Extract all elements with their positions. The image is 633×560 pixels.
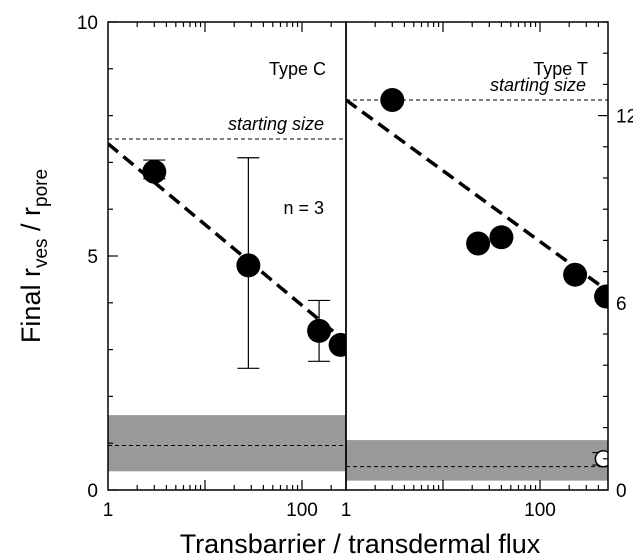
data-point-filled-t-0 [380,88,405,112]
data-point-filled-t-2 [489,225,514,250]
data-point-filled-c-0 [142,159,167,184]
y-axis-title-main: Final r [16,268,46,343]
band-type-t [346,440,608,481]
y-tick-label-right-12: 12 [616,107,633,128]
x-tick-label-right-100: 100 [524,500,556,521]
n-annotation: n = 3 [283,198,324,218]
data-point-filled-t-4 [594,284,608,309]
x-tick-label-left-100: 100 [286,500,318,521]
data-point-open-t-1 [617,452,633,468]
data-point-open-c-1 [376,421,392,437]
data-point-filled-c-3 [328,332,346,357]
data-point-filled-c-4 [358,338,382,362]
y-axis-title-sub-ves: ves [31,238,52,268]
y-axis-title-mid: / r [16,207,46,239]
data-point-open-c-2 [389,424,405,440]
fit-line-c [108,142,346,345]
band-type-c [108,415,346,472]
data-point-filled-c-1 [236,253,261,278]
data-type-t [346,88,633,470]
panel-type-t: starting size Type T [346,59,633,481]
data-point-filled-c-2 [307,318,332,343]
frame-type-t [345,21,609,491]
data-point-filled-t-1 [466,231,491,256]
y-axis-title: Final rves / rpore [16,169,52,343]
data-point-open-t-0 [594,450,608,468]
y-tick-label-left-10: 10 [77,13,98,34]
y-tick-label-right-6: 6 [616,294,627,315]
data-point-open-t-2 [627,454,633,470]
starting-size-label-type-c: starting size [228,114,324,134]
plot-area-c [108,142,405,440]
plot-area-t [346,88,633,470]
x-tick-label-right-1: 1 [341,500,352,521]
starting-size-label-type-t: starting size [490,75,586,95]
data-type-c [108,142,405,440]
y-tick-label-right-0: 0 [616,481,627,502]
fit-line-t [346,98,608,294]
y-tick-label-left-0: 0 [87,481,98,502]
panel-label-type-c: Type C [269,59,326,79]
y-axis-title-sub-pore: pore [31,169,52,207]
axis-ticks [108,21,608,491]
panel-label-type-t: Type T [533,59,588,79]
y-tick-label-left-5: 5 [87,247,98,268]
x-axis-title: Transbarrier / transdermal flux [180,529,541,559]
panel-type-c: starting size Type C n = 3 [108,59,405,472]
data-point-open-c-0 [352,419,368,435]
data-point-filled-t-3 [563,262,588,287]
x-tick-label-left-1: 1 [103,500,114,521]
